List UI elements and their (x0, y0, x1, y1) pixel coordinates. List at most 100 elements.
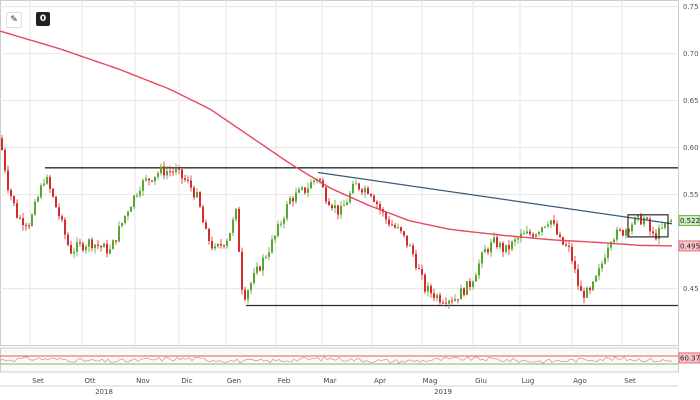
price-tick-label: 0.45 (683, 285, 699, 293)
moving-average-badge: 0.4954 (680, 242, 700, 250)
candle-body (301, 187, 303, 190)
oscillator-line (0, 356, 673, 364)
pencil-icon[interactable]: ✎ (6, 12, 22, 28)
month-label: Ott (85, 377, 96, 385)
candle-body (613, 239, 615, 243)
candle-body (466, 281, 468, 295)
candle-body (601, 263, 603, 269)
price-tick-label: 0.70 (683, 50, 699, 58)
candle-body (652, 231, 654, 234)
candle-body (115, 240, 117, 242)
candle-body (28, 225, 30, 227)
candle-body (73, 251, 75, 254)
month-label: Set (32, 377, 44, 385)
candle-body (604, 257, 606, 264)
candle-body (349, 193, 351, 203)
candle-body (346, 202, 348, 206)
candle-body (358, 183, 360, 190)
candle-body (361, 189, 363, 193)
candle-body (82, 243, 84, 251)
month-label: Nov (136, 377, 150, 385)
candle-body (451, 300, 453, 302)
candle-body (43, 183, 45, 186)
candle-body (235, 208, 237, 220)
candle-body (88, 239, 90, 247)
candle-body (496, 237, 498, 248)
price-panel-border (0, 0, 679, 346)
candle-body (517, 238, 519, 240)
candle-body (394, 225, 396, 228)
last-price-badge: 0.5224 (680, 217, 700, 225)
candle-body (184, 178, 186, 180)
candle-body (196, 191, 198, 198)
candle-body (124, 215, 126, 223)
candle-body (121, 222, 123, 227)
candle-body (49, 177, 51, 189)
candle-body (592, 281, 594, 291)
candle-body (469, 281, 471, 287)
candle-body (178, 168, 180, 170)
candle-body (487, 249, 489, 253)
candle-body (4, 150, 6, 171)
month-label: Giu (475, 377, 487, 385)
candle-body (655, 233, 657, 240)
candle-body (568, 245, 570, 247)
candle-body (457, 299, 459, 301)
candle-body (625, 229, 627, 236)
candle-body (553, 220, 555, 224)
candle-body (37, 197, 39, 202)
candle-body (265, 256, 267, 258)
candle-body (649, 218, 651, 232)
candle-body (646, 217, 648, 219)
oscillator-value-badge: 60.3702 (680, 354, 700, 362)
candle-body (325, 187, 327, 202)
candle-body (187, 179, 189, 181)
candle-body (208, 228, 210, 241)
candle-body (583, 290, 585, 298)
candle-body (532, 234, 534, 237)
candle-body (628, 229, 630, 232)
month-label: Apr (374, 377, 386, 385)
candle-body (421, 268, 423, 275)
candle-body (565, 244, 567, 246)
candle-body (244, 289, 246, 300)
candle-body (478, 263, 480, 276)
candle-body (97, 244, 99, 246)
candle-body (520, 233, 522, 239)
candle-body (268, 252, 270, 257)
candle-body (424, 274, 426, 292)
candle-body (154, 176, 156, 182)
candle-body (181, 169, 183, 179)
candle-body (619, 229, 621, 231)
candle-body (397, 227, 399, 229)
reset-zero-button[interactable]: 0 (36, 12, 50, 26)
candle-body (412, 245, 414, 254)
candle-body (1, 138, 3, 151)
candle-body (670, 220, 672, 222)
candle-body (352, 183, 354, 194)
candle-body (148, 178, 150, 181)
candle-body (112, 240, 114, 250)
candle-body (61, 216, 63, 220)
candle-body (103, 243, 105, 248)
candle-body (505, 244, 507, 252)
candle-body (391, 224, 393, 226)
candle-body (91, 239, 93, 249)
candle-body (310, 182, 312, 189)
month-label: Dic (181, 377, 192, 385)
price-tick-label: 0.60 (683, 144, 699, 152)
candle-body (475, 275, 477, 282)
candle-body (13, 196, 15, 204)
candle-body (259, 266, 261, 271)
candle-body (277, 224, 279, 236)
candle-body (58, 207, 60, 217)
candle-body (16, 203, 18, 218)
candle-body (214, 246, 216, 249)
candle-body (169, 171, 171, 173)
candle-body (661, 227, 663, 229)
candle-body (337, 205, 339, 215)
candle-body (631, 224, 633, 232)
candle-body (637, 215, 639, 218)
oscillator-panel (0, 347, 679, 373)
candle-body (430, 285, 432, 294)
